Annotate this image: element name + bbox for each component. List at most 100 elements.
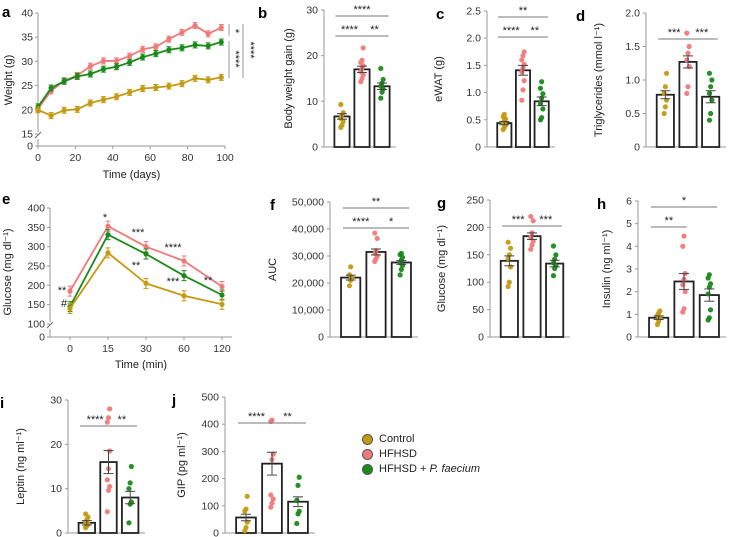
data-point [113,64,120,70]
data-point [243,524,249,531]
y-tick-label: 30 [306,5,318,17]
data-point [87,100,93,106]
data-point [166,83,172,89]
y-tick-label: 50,000 [292,197,324,209]
data-point [127,53,133,59]
bar-1 [678,61,698,148]
data-point [192,42,198,48]
data-point [153,44,159,50]
y-tick-label: 200 [466,222,484,234]
x-tick-label: 20 [70,152,82,164]
data-point [539,115,545,121]
hfhsd-marker-icon [362,448,373,460]
axis-break-icon [46,321,54,329]
data-point [113,58,120,64]
data-point [294,497,300,503]
data-point [107,483,113,490]
data-point [192,75,198,81]
data-point [83,511,89,517]
data-point [35,107,41,113]
data-point [553,252,559,258]
data-point [519,57,525,63]
data-point [684,30,690,36]
data-point [105,232,111,238]
data-point [104,477,110,483]
data-point [294,520,300,527]
significance-label: **** [353,4,371,16]
data-point [104,419,110,425]
control-marker-icon [362,433,373,445]
data-point [380,76,386,83]
y-tick-label: 0 [39,332,45,344]
y-axis-label: Body weight gain (g) [283,28,295,128]
y-tick-label: 10 [306,96,318,108]
data-point [181,273,187,279]
significance-label: *** [695,27,709,39]
data-point [507,245,514,251]
data-point [74,106,80,112]
data-point [709,97,715,103]
x-axis-label: Time (min) [115,359,167,371]
y-tick-label: 100 [466,277,484,289]
legend-item-hfhsd-pfaecium: HFHSD + P. faecium [362,462,480,476]
data-point [219,301,225,307]
data-point [708,84,714,90]
data-point [269,500,275,506]
data-point [181,293,187,299]
data-point [706,90,713,96]
y-tick-label: 0 [56,528,62,537]
significance-label: * [682,195,687,207]
data-point [521,78,527,84]
data-point [680,243,686,249]
legend: Control HFHSD HFHSD + P. faecium [362,432,480,477]
panel-letter-i: i [0,395,4,412]
data-point [61,107,67,113]
data-point [48,85,54,91]
data-point [166,36,172,42]
y-tick-label: 1.5 [466,60,481,72]
data-point [218,39,224,45]
bar-1 [365,251,387,338]
legend-label-hfhsd: HFHSD [379,448,417,460]
annotation-label: **** [164,242,182,254]
y-tick-label: 20 [21,104,33,116]
data-point [346,283,353,289]
data-point [705,291,711,297]
x-tick-label: 0 [67,343,73,355]
data-point [537,85,544,91]
panel-g: g 0 50 100 150 200 250 Glucose (mg dl⁻¹) *** *** [436,195,570,344]
x-tick-label: 80 [182,152,194,164]
y-tick-label: 0 [634,142,640,154]
x-tick-label: 15 [102,343,114,355]
data-point [709,77,715,83]
y-tick-label: 500 [201,392,219,404]
data-point [268,492,274,498]
y-tick-label: 400 [27,203,45,215]
data-point [662,104,668,110]
y-tick-label: 20 [306,50,318,62]
data-point [105,415,112,421]
y-tick-label: 300 [201,446,219,458]
data-point [506,279,512,285]
annotation-label: *** [132,227,146,239]
data-point [268,504,274,510]
significance-label: *** [512,214,526,226]
data-point [192,22,198,29]
y-tick-label: 40 [21,8,33,20]
significance-label: ** [370,24,379,36]
axis-break-icon [34,131,42,139]
data-point [295,482,301,488]
panel-d: d 0 0.5 1.0 1.5 2.0 Triglycerides (mmol l⁻¹) **… [576,8,726,154]
x-tick-label: 120 [213,343,231,355]
data-point [205,31,211,37]
data-point [87,63,93,69]
data-point [140,85,146,92]
x-tick-label: 0 [35,152,41,164]
data-point [707,281,714,287]
significance-label: ** [372,196,381,208]
significance-label: ** [531,25,540,37]
y-tick-label: 150 [27,299,45,311]
significance-label: ** [665,215,674,227]
